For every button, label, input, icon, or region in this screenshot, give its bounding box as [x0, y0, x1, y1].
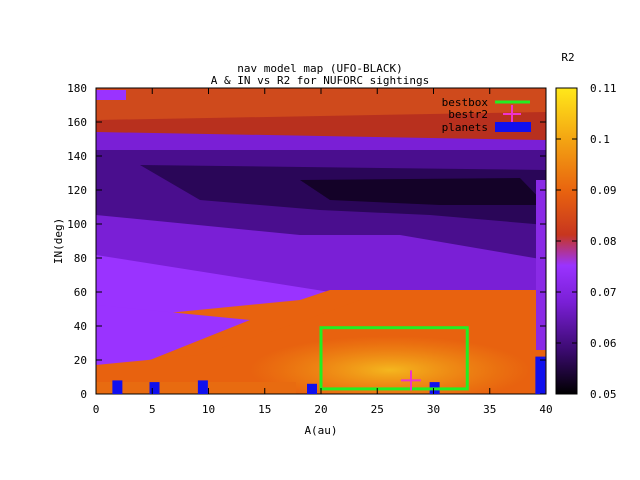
legend: bestbox bestr2 planets	[442, 96, 531, 134]
planet-bar	[149, 382, 160, 394]
x-tick-label: 15	[258, 403, 271, 416]
y-tick-label: 160	[67, 116, 87, 129]
colorbar-tick-label: 0.11	[590, 82, 617, 95]
bestr2-marker	[401, 370, 421, 391]
y-tick-label: 60	[74, 286, 87, 299]
y-tick-label: 140	[67, 150, 87, 163]
x-tick-label: 30	[427, 403, 440, 416]
x-tick-label: 20	[314, 403, 327, 416]
colorbar-tick-label: 0.08	[590, 235, 617, 248]
y-tick-label: 100	[67, 218, 87, 231]
planet-bar	[307, 383, 317, 394]
y-axis-label: IN(deg)	[52, 218, 65, 264]
x-tick-label: 0	[93, 403, 100, 416]
chart-title: nav model map (UFO-BLACK)	[237, 62, 403, 75]
y-tick-label: 20	[74, 354, 87, 367]
colorbar-tick-label: 0.06	[590, 337, 617, 350]
bestbox-rect	[319, 326, 469, 391]
legend-swatch-planets	[495, 122, 531, 132]
x-tick-label: 40	[539, 403, 552, 416]
colorbar-label: R2	[561, 51, 574, 64]
x-tick-label: 25	[371, 403, 384, 416]
colorbar: R2 0.05 0.06 0.07 0.08 0.09 0.1 0.11	[555, 51, 617, 401]
colorbar-tick-label: 0.09	[590, 184, 617, 197]
y-tick-label: 80	[74, 252, 87, 265]
legend-label-planets: planets	[442, 121, 488, 134]
legend-label-bestbox: bestbox	[442, 96, 489, 109]
y-tick-label: 40	[74, 320, 87, 333]
legend-label-bestr2: bestr2	[448, 108, 488, 121]
planet-bar	[112, 380, 123, 394]
x-tick-label: 5	[149, 403, 156, 416]
colorbar-tick-label: 0.07	[590, 286, 617, 299]
x-axis: 0 5 10 15 20 25 30 35 40	[93, 88, 553, 416]
chart-subtitle: A & IN vs R2 for NUFORC sightings	[211, 74, 430, 87]
x-tick-label: 10	[202, 403, 215, 416]
legend-swatch-bestr2	[503, 105, 521, 123]
x-tick-label: 35	[483, 403, 496, 416]
planet-bar	[535, 356, 546, 394]
colorbar-ticks: 0.05 0.06 0.07 0.08 0.09 0.1 0.11	[556, 82, 617, 401]
y-tick-label: 0	[80, 388, 87, 401]
colorbar-tick-label: 0.1	[590, 133, 610, 146]
x-axis-label: A(au)	[304, 424, 337, 437]
y-tick-label: 180	[67, 82, 87, 95]
planet-bar	[197, 380, 208, 394]
colorbar-tick-label: 0.05	[590, 388, 617, 401]
y-axis: 0 20 40 60 80 100 120 140 160 180	[67, 82, 546, 401]
y-tick-label: 120	[67, 184, 87, 197]
